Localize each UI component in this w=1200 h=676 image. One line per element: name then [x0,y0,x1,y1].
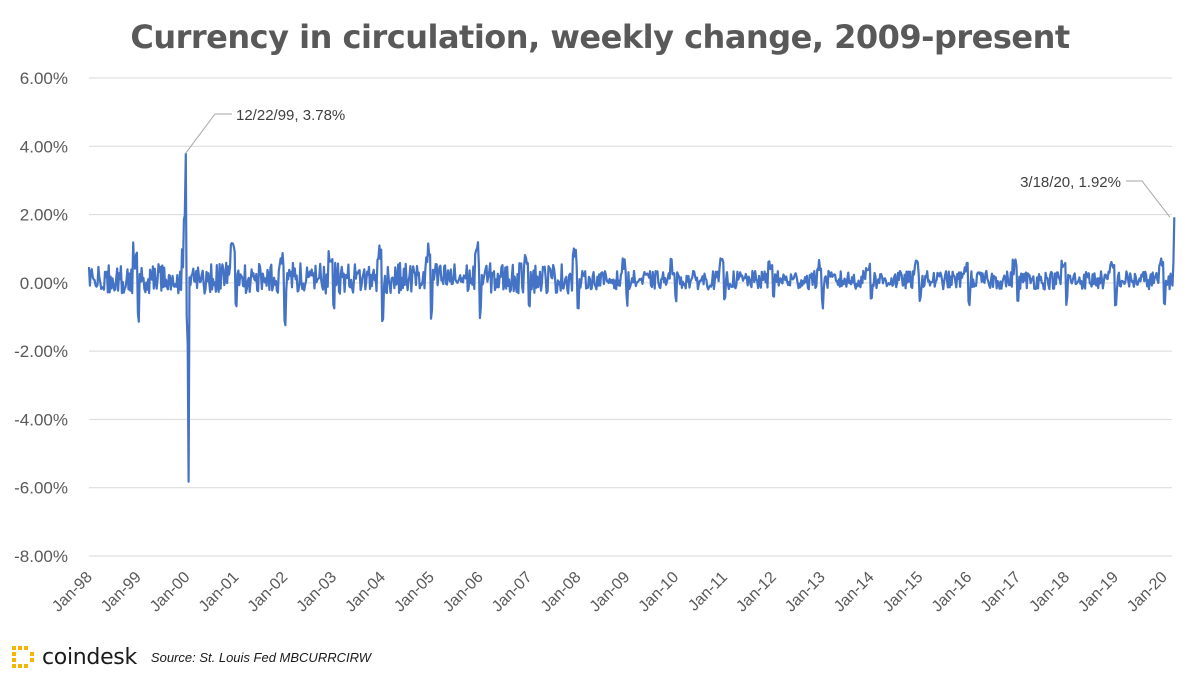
x-tick-label: Jan-20 [1124,569,1171,616]
x-tick-label: Jan-01 [196,569,243,616]
x-axis-ticks: Jan-98 Jan-99 Jan-00 Jan-01 Jan-02 Jan-03 Jan-… [49,569,1171,616]
y-tick-label: 4.00% [20,137,68,156]
brand-name: coindesk [42,644,137,670]
coindesk-logo-icon [12,646,34,668]
y-tick-label: -2.00% [14,342,68,361]
y-axis-ticks: 6.00% 4.00% 2.00% 0.00% -2.00% -4.00% -6.00% -8… [14,69,68,566]
x-tick-label: Jan-07 [489,569,536,616]
annotation-label: 12/22/99, 3.78% [236,107,345,124]
y-tick-label: -8.00% [14,547,68,566]
y-tick-label: -6.00% [14,479,68,498]
x-tick-label: Jan-12 [733,569,780,616]
annotations-layer: 12/22/99, 3.78% 3/18/20, 1.92% [184,107,1171,218]
y-tick-label: 2.00% [20,206,68,225]
y-tick-label: 6.00% [20,69,68,88]
annotation-leader [184,113,232,155]
x-tick-label: Jan-05 [391,569,438,616]
x-tick-label: Jan-08 [538,569,585,616]
x-tick-label: Jan-18 [1026,569,1073,616]
x-tick-label: Jan-98 [49,569,96,616]
x-tick-label: Jan-09 [587,569,634,616]
y-tick-label: -4.00% [14,410,68,429]
x-tick-label: Jan-99 [98,569,145,616]
series-layer [87,152,1176,483]
x-tick-label: Jan-03 [294,569,341,616]
x-tick-label: Jan-15 [880,569,927,616]
x-tick-label: Jan-04 [342,569,389,616]
x-tick-label: Jan-17 [978,569,1025,616]
grid-lines [89,77,1172,557]
x-tick-label: Jan-06 [440,569,487,616]
source-note: Source: St. Louis Fed MBCURRCIRW [150,649,372,665]
x-tick-label: Jan-10 [636,569,683,616]
x-tick-label: Jan-13 [782,569,829,616]
x-tick-label: Jan-19 [1075,569,1122,616]
x-tick-label: Jan-00 [147,569,194,616]
annotation-leader [1126,180,1171,218]
x-tick-label: Jan-14 [831,569,878,616]
chart-title: Currency in circulation, weekly change, … [130,18,1070,56]
x-tick-label: Jan-16 [929,569,976,616]
x-tick-label: Jan-11 [685,569,731,615]
series-line [87,152,1176,483]
footer: coindesk Source: St. Louis Fed MBCURRCIR… [12,644,371,670]
x-tick-label: Jan-02 [245,569,292,616]
annotation-label: 3/18/20, 1.92% [1020,174,1121,191]
y-tick-label: 0.00% [20,274,68,293]
